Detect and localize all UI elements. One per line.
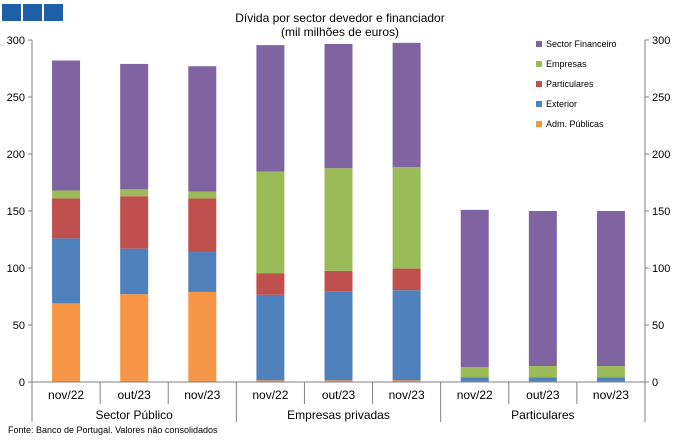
chart-subtitle: (mil milhões de euros) [281, 25, 399, 39]
bar-particulares-7 [528, 377, 557, 379]
bar-adm-p-blicas-0 [52, 303, 81, 382]
bar-particulares-8 [596, 377, 625, 379]
bar-empresas-8 [596, 366, 625, 378]
y-tick-label-right: 100 [652, 263, 670, 275]
y-tick-label-right: 50 [652, 320, 664, 332]
bar-exterior-1 [120, 248, 149, 295]
y-tick-label-left: 50 [13, 320, 25, 332]
debt-chart: Dívida por sector devedor e financiador … [7, 11, 670, 422]
bar-exterior-5 [392, 290, 421, 381]
x-category-label: nov/23 [593, 388, 629, 402]
legend-swatch-sector-financeiro [536, 41, 542, 47]
y-tick-label-right: 200 [652, 149, 670, 161]
bar-adm-p-blicas-5 [392, 380, 421, 382]
bar-exterior-6 [460, 378, 489, 382]
bar-particulares-0 [52, 198, 81, 239]
x-category-label: nov/22 [457, 388, 493, 402]
legend-label: Exterior [546, 99, 577, 109]
bar-exterior-4 [324, 291, 353, 381]
y-tick-label-right: 150 [652, 206, 670, 218]
x-category-label: nov/22 [252, 388, 288, 402]
x-category-label: out/23 [117, 388, 151, 402]
bar-sector-financeiro-6 [460, 209, 489, 368]
bar-empresas-1 [120, 189, 149, 197]
x-category-label: out/23 [526, 388, 560, 402]
legend-label: Particulares [546, 79, 594, 89]
y-tick-label-left: 0 [19, 377, 25, 389]
bar-sector-financeiro-5 [392, 42, 421, 168]
chart-title: Dívida por sector devedor e financiador [235, 11, 444, 25]
bar-particulares-3 [256, 273, 285, 295]
x-category-label: nov/23 [184, 388, 220, 402]
bar-sector-financeiro-0 [52, 60, 81, 191]
y-tick-label-left: 250 [7, 92, 25, 104]
legend-label: Sector Financeiro [546, 39, 617, 49]
x-group-label: Particulares [511, 408, 574, 422]
legend-swatch-empresas [536, 61, 542, 67]
bar-particulares-2 [188, 198, 217, 253]
y-tick-label-left: 150 [7, 206, 25, 218]
bar-empresas-7 [528, 366, 557, 378]
bar-empresas-2 [188, 191, 217, 199]
bar-adm-p-blicas-3 [256, 380, 285, 382]
legend-label: Empresas [546, 59, 587, 69]
legend-swatch-adm-p-blicas [536, 121, 542, 127]
x-category-label: out/23 [322, 388, 356, 402]
bar-sector-financeiro-1 [120, 63, 149, 190]
bar-adm-p-blicas-4 [324, 380, 353, 382]
bar-particulares-6 [460, 377, 489, 379]
y-tick-label-left: 200 [7, 149, 25, 161]
y-tick-label-right: 250 [652, 92, 670, 104]
bar-sector-financeiro-7 [528, 211, 557, 367]
bar-exterior-7 [528, 378, 557, 382]
logo-block-2 [23, 4, 42, 21]
bar-empresas-6 [460, 367, 489, 378]
legend-label: Adm. Públicas [546, 119, 604, 129]
y-tick-label-left: 300 [7, 35, 25, 47]
bar-sector-financeiro-4 [324, 43, 353, 169]
bar-exterior-3 [256, 294, 285, 381]
y-tick-label-right: 300 [652, 35, 670, 47]
bar-empresas-3 [256, 171, 285, 274]
bar-empresas-5 [392, 167, 421, 269]
legend-swatch-exterior [536, 101, 542, 107]
bar-adm-p-blicas-2 [188, 291, 217, 382]
bar-exterior-2 [188, 252, 217, 292]
bar-empresas-4 [324, 168, 353, 271]
y-tick-label-right: 0 [652, 377, 658, 389]
x-group-label: Sector Público [95, 408, 173, 422]
logo-block-3 [44, 4, 63, 21]
source-note: Fonte: Banco de Portugal. Valores não co… [8, 425, 218, 435]
y-tick-label-left: 100 [7, 263, 25, 275]
bar-particulares-4 [324, 270, 353, 292]
bar-adm-p-blicas-1 [120, 294, 149, 382]
bar-particulares-1 [120, 196, 149, 249]
bar-empresas-0 [52, 190, 81, 199]
logo-block-1 [2, 4, 21, 21]
bar-particulares-5 [392, 268, 421, 291]
bar-sector-financeiro-8 [596, 211, 625, 367]
bar-exterior-0 [52, 238, 81, 304]
bar-sector-financeiro-2 [188, 66, 217, 192]
x-category-label: nov/22 [48, 388, 84, 402]
x-group-label: Empresas privadas [287, 408, 390, 422]
bar-sector-financeiro-3 [256, 45, 285, 172]
x-category-label: nov/23 [389, 388, 425, 402]
bar-exterior-8 [596, 378, 625, 382]
legend-swatch-particulares [536, 81, 542, 87]
